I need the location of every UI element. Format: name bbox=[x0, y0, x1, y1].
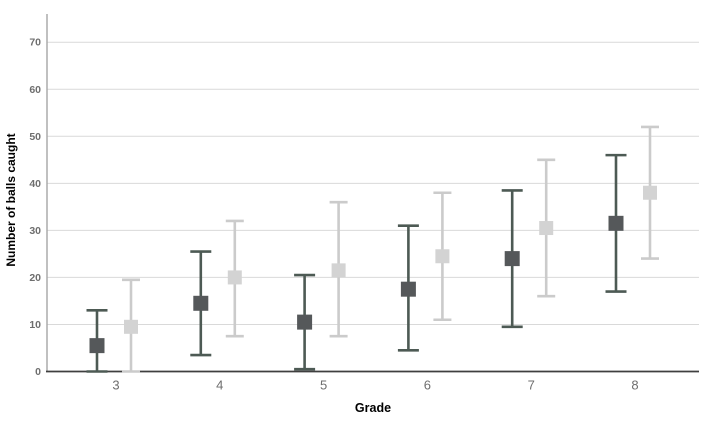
y-tick-label: 10 bbox=[29, 319, 41, 331]
y-tick-label: 60 bbox=[29, 84, 41, 96]
mean-marker-light-gray bbox=[435, 249, 450, 264]
mean-marker-dark-gray bbox=[193, 295, 209, 311]
y-tick-label: 70 bbox=[29, 37, 41, 49]
mean-marker-dark-gray bbox=[400, 281, 416, 297]
mean-marker-light-gray bbox=[643, 185, 657, 200]
mean-marker-dark-gray bbox=[297, 314, 313, 330]
x-tick-label: 3 bbox=[112, 378, 119, 393]
y-tick-label: 40 bbox=[29, 178, 41, 190]
x-tick-label: 7 bbox=[528, 378, 535, 393]
x-tick-label: 4 bbox=[216, 378, 223, 393]
y-tick-label: 0 bbox=[35, 366, 41, 378]
mean-marker-light-gray bbox=[539, 221, 554, 236]
x-axis-title: Grade bbox=[354, 401, 392, 415]
mean-marker-dark-gray bbox=[89, 338, 105, 354]
y-tick-label: 50 bbox=[29, 131, 41, 143]
x-tick-label: 6 bbox=[424, 378, 431, 393]
y-tick-label: 30 bbox=[29, 225, 41, 237]
mean-marker-dark-gray bbox=[608, 215, 624, 231]
y-tick-label: 20 bbox=[29, 272, 41, 284]
y-axis-title: Number of balls caught bbox=[4, 133, 18, 267]
mean-marker-light-gray bbox=[227, 270, 242, 285]
mean-marker-light-gray bbox=[331, 263, 346, 278]
mean-marker-light-gray bbox=[124, 319, 138, 334]
mean-marker-dark-gray bbox=[504, 251, 520, 267]
x-tick-label: 5 bbox=[320, 378, 327, 393]
x-tick-label: 8 bbox=[631, 378, 638, 393]
